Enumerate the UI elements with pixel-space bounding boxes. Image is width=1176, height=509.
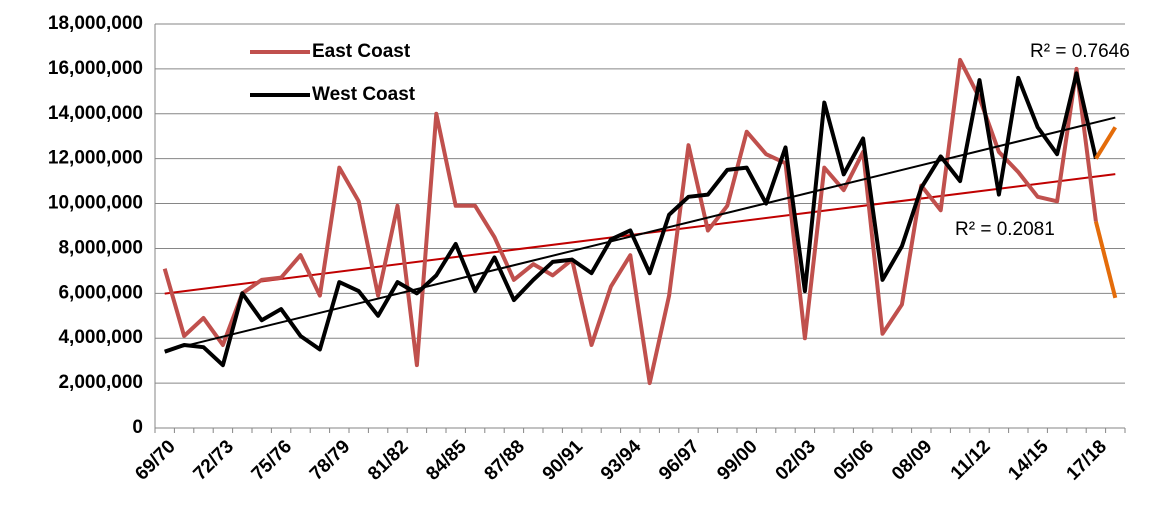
y-tick-label: 10,000,000 — [48, 193, 143, 214]
x-tick-label: 69/70 — [131, 436, 179, 484]
x-tick-label: 11/12 — [947, 436, 995, 484]
trend-annotation: R² = 0.7646 — [1030, 41, 1130, 62]
x-tick-label: 17/18 — [1063, 436, 1111, 484]
series-tail-line — [1094, 126, 1118, 160]
x-tick-label: 78/79 — [306, 436, 354, 484]
x-tick-label: 93/94 — [597, 436, 646, 485]
y-tick-label: 14,000,000 — [48, 103, 143, 124]
y-tick-label: 12,000,000 — [48, 148, 143, 169]
y-tick-label: 4,000,000 — [58, 327, 143, 348]
y-tick-label: 0 — [132, 417, 143, 438]
x-tick-label: 05/06 — [830, 436, 878, 484]
series-tail-line — [1093, 221, 1118, 299]
y-tick-label: 18,000,000 — [48, 13, 143, 34]
x-tick-label: 99/00 — [713, 436, 761, 484]
y-tick-label: 2,000,000 — [58, 372, 143, 393]
trendline — [164, 116, 1116, 352]
x-tick-label: 84/85 — [422, 436, 471, 485]
x-tick-label: 72/73 — [190, 436, 238, 484]
legend-label: East Coast — [312, 41, 411, 62]
trend-annotation: R² = 0.2081 — [955, 219, 1055, 240]
legend-label: West Coast — [312, 84, 416, 105]
series-line — [162, 57, 1098, 386]
x-tick-label: 02/03 — [772, 436, 820, 484]
x-tick-label: 90/91 — [539, 436, 588, 485]
x-tick-label: 87/88 — [481, 436, 529, 484]
y-tick-label: 16,000,000 — [48, 58, 143, 79]
x-tick-label: 14/15 — [1004, 436, 1053, 485]
x-tick-label: 81/82 — [364, 436, 412, 484]
y-tick-label: 8,000,000 — [58, 237, 143, 258]
x-tick-label: 08/09 — [888, 436, 936, 484]
x-tick-label: 96/97 — [655, 436, 703, 484]
x-tick-label: 75/76 — [248, 436, 296, 484]
series-line — [164, 71, 1098, 368]
y-tick-label: 6,000,000 — [58, 282, 143, 303]
